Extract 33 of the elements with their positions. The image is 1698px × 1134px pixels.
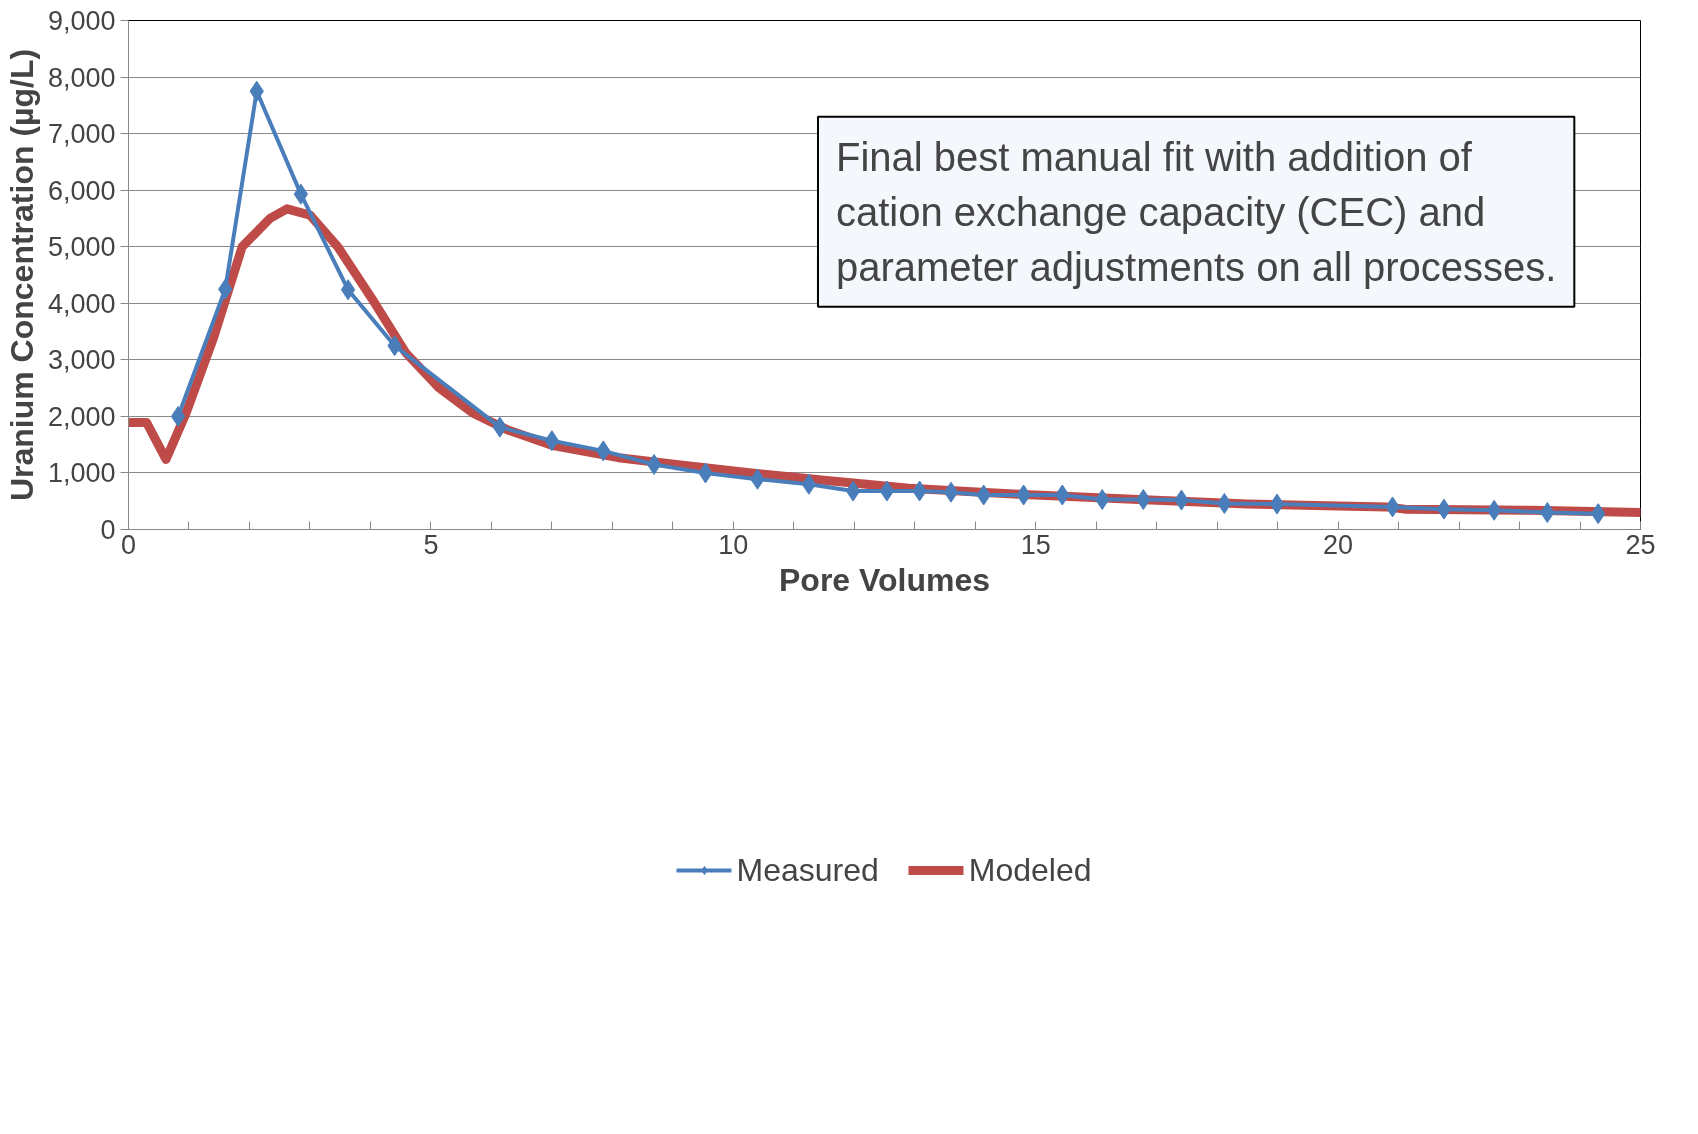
point: [801, 473, 817, 495]
y-tick-label: 8,000: [47, 62, 116, 93]
legend-label: Modeled: [968, 851, 1092, 889]
x-tick-label: 20: [1323, 529, 1354, 560]
point: [879, 480, 895, 502]
y-tick-label: 9,000: [47, 6, 116, 36]
point: [646, 453, 662, 475]
y-tick-label: 2,000: [47, 401, 116, 432]
point: [1486, 499, 1502, 521]
point: [492, 416, 508, 438]
point: [544, 430, 560, 452]
point: [1269, 493, 1285, 515]
legend-label: Measured: [736, 851, 879, 889]
point: [1436, 498, 1452, 520]
y-tick-label: 7,000: [47, 119, 116, 150]
point: [845, 480, 861, 502]
x-tick-label: 15: [1020, 529, 1051, 560]
x-tick-label: 25: [1625, 529, 1656, 560]
x-tick-label: 5: [423, 529, 439, 560]
x-tick-label: 0: [120, 529, 137, 560]
point: [340, 279, 356, 301]
y-tick-label: 1,000: [47, 458, 116, 489]
y-tick-label: 5,000: [47, 232, 116, 263]
point: [293, 183, 309, 205]
y-tick-label: 3,000: [47, 345, 116, 376]
point: [170, 405, 186, 427]
x-axis-title: Pore Volumes: [778, 561, 991, 598]
y-tick-label: 6,000: [47, 175, 116, 206]
annotation: Final best manual fit with addition of cation exchange capacity (CEC) and parameter adjustments on all processes.: [835, 134, 1557, 289]
y-tick-label: 4,000: [47, 288, 116, 319]
y-axis-title: Uranium Concentration (µg/L): [3, 48, 40, 502]
x-tick-label: 10: [718, 529, 749, 560]
point: [943, 481, 959, 503]
